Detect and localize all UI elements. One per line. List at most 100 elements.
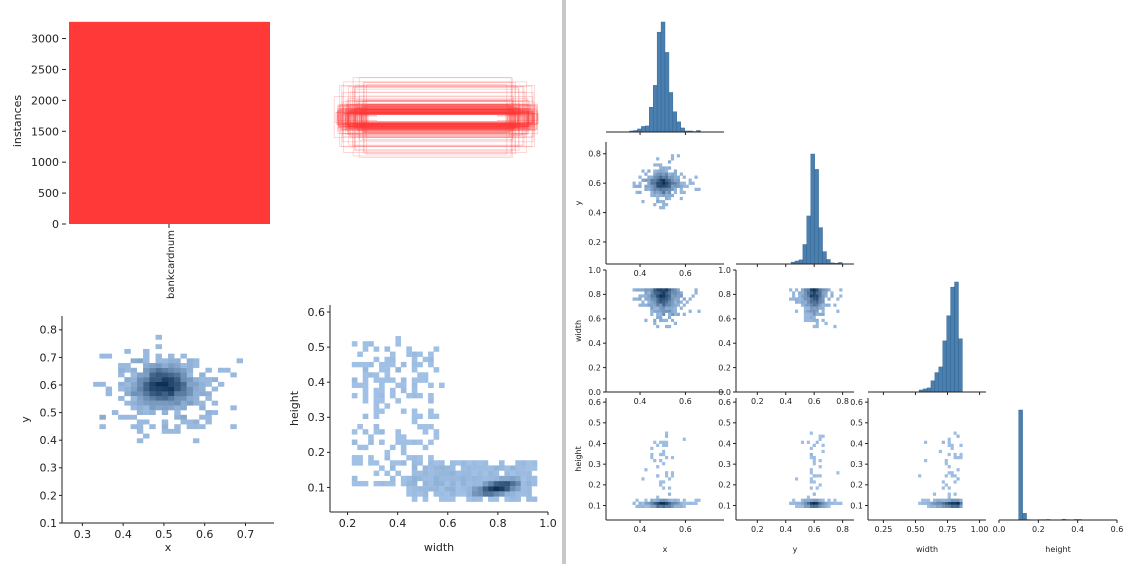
heat-cell — [472, 476, 478, 481]
heat-cell — [665, 169, 668, 172]
heat-cell — [816, 313, 819, 316]
heat-cell — [957, 456, 960, 459]
heat-cell — [143, 354, 149, 359]
heat-cell — [156, 401, 162, 406]
heat-cell — [671, 304, 674, 307]
heat-cell — [162, 387, 168, 392]
heat-cell — [434, 476, 440, 481]
heat-cell — [819, 297, 822, 300]
heat-cell — [412, 377, 418, 382]
heat-cell — [936, 505, 939, 508]
heat-cell — [434, 367, 440, 372]
pair-x-height-y-tick-label: 0.5 — [588, 419, 601, 428]
heat-cell — [137, 372, 143, 377]
heat-cell — [644, 319, 647, 322]
heat-cell — [504, 471, 510, 476]
heat-cell — [647, 185, 650, 188]
heat-cell — [483, 460, 489, 465]
heat-cell — [193, 363, 199, 368]
heat-cell — [807, 313, 810, 316]
heat-cell — [374, 357, 380, 362]
heat-cell — [668, 304, 671, 307]
heat-cell — [662, 462, 665, 465]
heat-cell — [439, 496, 445, 501]
wh-x-axis-label: width — [424, 541, 454, 554]
heat-cell — [668, 502, 671, 505]
heat-cell — [665, 471, 668, 474]
heat-cell — [945, 474, 948, 477]
heat-cell — [174, 372, 180, 377]
xy-y-axis-label: y — [19, 416, 32, 423]
heat-cell — [352, 393, 358, 398]
hist-bar — [811, 154, 815, 264]
heat-cell — [819, 438, 822, 441]
heat-cell — [131, 368, 137, 373]
heat-cell — [801, 304, 804, 307]
heat-cell — [390, 460, 396, 465]
pair-x-width-y-tick-label: 0.2 — [588, 363, 601, 372]
heat-cell — [662, 291, 665, 294]
heat-cell — [526, 491, 532, 496]
heat-cell — [205, 368, 211, 373]
heat-cell — [659, 505, 662, 508]
wh-x-tick-label: 0.8 — [489, 517, 507, 530]
heat-cell — [665, 301, 668, 304]
heat-cell — [671, 471, 674, 474]
heat-cell — [149, 391, 155, 396]
heat-cell — [477, 486, 483, 491]
heat-cell — [662, 294, 665, 297]
heat-cell — [683, 176, 686, 179]
heat-cell — [379, 481, 385, 486]
heat-cell — [131, 387, 137, 392]
heat-cell — [124, 387, 130, 392]
heat-cell — [792, 502, 795, 505]
heat-cell — [401, 460, 407, 465]
heat-cell — [924, 441, 927, 444]
heat-cell — [954, 474, 957, 477]
heat-cell — [406, 440, 412, 445]
heat-cell — [374, 409, 380, 414]
heat-cell — [825, 505, 828, 508]
heat-cell — [187, 382, 193, 387]
heat-cell — [644, 304, 647, 307]
heat-cell — [659, 291, 662, 294]
heat-cell — [942, 499, 945, 502]
heat-cell — [951, 474, 954, 477]
heat-cell — [644, 291, 647, 294]
heat-cell — [816, 294, 819, 297]
heat-cell — [187, 377, 193, 382]
heat-cell — [665, 166, 668, 169]
heat-cell — [659, 483, 662, 486]
heat-cell — [659, 188, 662, 191]
heat-cell — [647, 291, 650, 294]
heat-cell — [668, 499, 671, 502]
heat-cell — [218, 368, 224, 373]
heat-cell — [942, 480, 945, 483]
heat-cell — [156, 391, 162, 396]
heat-cell — [162, 372, 168, 377]
pair-y-height-x-tick-label: 0.6 — [808, 525, 821, 534]
heat-cell — [677, 304, 680, 307]
xy-x-tick-label: 0.3 — [74, 528, 92, 541]
xy-y-tick-label: 0.5 — [40, 406, 58, 419]
bar-y-tick-label: 2500 — [31, 63, 59, 76]
heat-cell — [521, 491, 527, 496]
heat-cell — [137, 424, 143, 429]
heat-cell — [401, 476, 407, 481]
heat-cell — [662, 480, 665, 483]
wh-x-tick-label: 0.6 — [439, 517, 457, 530]
heat-cell — [401, 409, 407, 414]
heat-cell — [822, 310, 825, 313]
heat-cell — [532, 465, 538, 470]
pair-width-height-y-tick-label: 0.3 — [850, 460, 863, 469]
xy-x-tick-label: 0.6 — [196, 528, 214, 541]
heat-cell — [819, 502, 822, 505]
heat-cell — [515, 486, 521, 491]
heat-cell — [674, 307, 677, 310]
heat-cell — [143, 420, 149, 425]
heat-cell — [417, 471, 423, 476]
heat-cell — [99, 424, 105, 429]
heat-cell — [650, 307, 653, 310]
heat-cell — [439, 465, 445, 470]
heat-cell — [647, 304, 650, 307]
